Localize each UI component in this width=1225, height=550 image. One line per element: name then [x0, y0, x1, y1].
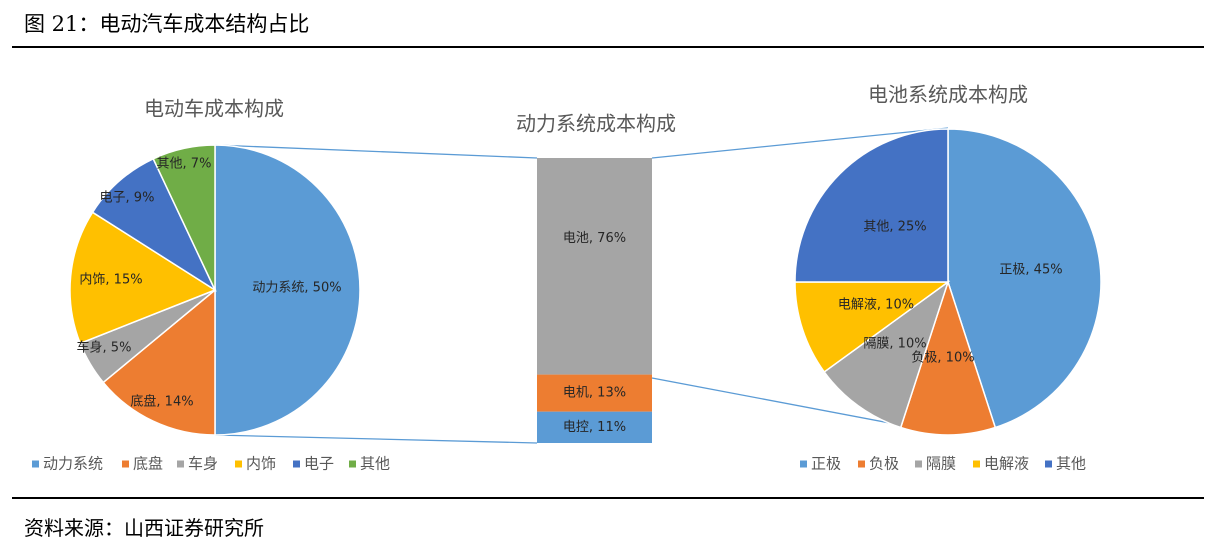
chart-legends: 动力系统 底盘 车身 内饰 电子 其他 正极 负极 隔膜 电解液 其他	[32, 455, 1086, 473]
bar-data-label: 电控, 11%	[563, 420, 626, 435]
legend-label: 其他	[1056, 455, 1086, 473]
slice-data-label: 底盘, 14%	[130, 394, 193, 410]
pie-slice-item-3	[794, 281, 951, 373]
legend-label: 电子	[304, 455, 334, 473]
legend-label: 其他	[360, 455, 390, 473]
slice-data-label: 其他, 7%	[157, 157, 212, 172]
pie-slice-item-2	[823, 280, 950, 429]
bar-segment-item-0	[537, 158, 652, 375]
connector-line	[214, 434, 538, 444]
legend-swatch	[915, 460, 922, 468]
legend-swatch	[858, 460, 865, 468]
slice-data-label: 负极, 10%	[911, 351, 974, 366]
legend-label: 正极	[811, 455, 841, 473]
chart-title: 动力系统成本构成	[516, 112, 676, 136]
legend-swatch	[293, 460, 300, 468]
bar-segment-item-2	[537, 411, 652, 443]
battery-cost-pie: 正极, 45% 负极, 10%隔膜, 10% 电解液, 10% 其他, 25%	[794, 128, 1102, 436]
slice-data-label: 电子, 9%	[100, 191, 155, 206]
legend-swatch	[349, 460, 356, 468]
pie-slice-item-5	[152, 144, 216, 291]
legend-label: 动力系统	[43, 455, 103, 473]
slice-data-label: 动力系统, 50%	[252, 281, 341, 296]
slice-data-label: 其他, 25%	[863, 220, 926, 235]
legend-label: 底盘	[133, 455, 163, 473]
top-rule	[12, 46, 1204, 48]
slice-data-label: 正极, 45%	[999, 263, 1062, 278]
connector-lines	[214, 127, 949, 444]
legend-swatch	[973, 460, 980, 468]
pie-slice-item-1	[102, 288, 216, 436]
figure-title: 图 21：电动汽车成本结构占比	[24, 12, 310, 36]
connector-line	[651, 127, 949, 159]
legend-swatch	[122, 460, 129, 468]
ev-cost-pie: 动力系统, 50% 底盘, 14% 车身, 5% 内饰, 15% 电子, 9% 其他, 7…	[69, 144, 361, 436]
legend-swatch	[177, 460, 184, 468]
slice-data-label: 内饰, 15%	[79, 272, 142, 288]
source-note: 资料来源：山西证券研究所	[24, 516, 264, 540]
pie-slice-item-4	[794, 128, 949, 283]
legend-label: 内饰	[246, 455, 276, 473]
pie-slice-item-4	[91, 157, 217, 293]
legend-swatch	[800, 460, 807, 468]
legend-label: 负极	[869, 455, 899, 473]
slice-data-label: 车身, 5%	[77, 340, 132, 356]
slice-data-label: 隔膜, 10%	[863, 337, 926, 352]
connector-line	[214, 144, 538, 159]
slice-data-label: 电解液, 10%	[838, 298, 914, 313]
pie-slice-item-1	[899, 279, 997, 436]
legend-label: 隔膜	[926, 455, 956, 473]
chart-title: 电动车成本构成	[144, 97, 284, 121]
legend-swatch	[235, 460, 242, 468]
powertrain-stacked-bar: 电池, 76% 电机, 13% 电控, 11%	[537, 158, 652, 443]
legend-swatch	[1045, 460, 1052, 468]
legend-swatch	[32, 460, 39, 468]
pie-slice-item-0	[214, 144, 361, 436]
bar-data-label: 电池, 76%	[563, 231, 626, 246]
bottom-rule	[12, 497, 1204, 499]
pie-slice-item-0	[947, 128, 1102, 429]
bar-segment-item-1	[537, 374, 652, 412]
bar-data-label: 电机, 13%	[563, 386, 626, 401]
legend-label: 电解液	[984, 455, 1029, 473]
chart-title: 电池系统成本构成	[868, 83, 1028, 107]
legend-label: 车身	[188, 455, 218, 473]
pie-slice-item-3	[69, 211, 217, 345]
